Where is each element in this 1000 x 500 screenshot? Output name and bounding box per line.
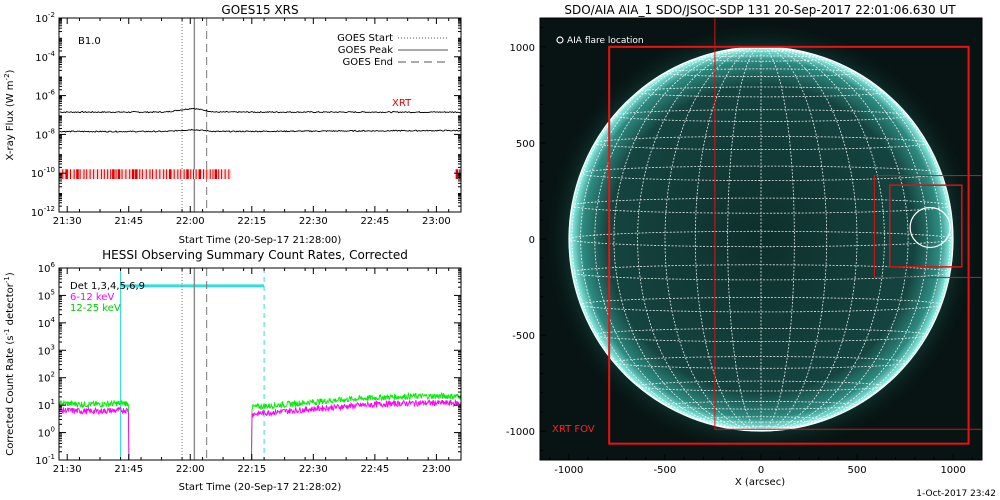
legend-6-12: 6-12 keV xyxy=(70,292,114,303)
aia-panel: SDO/AIA AIA_1 SDO/JSOC-SDP 131 20-Sep-20… xyxy=(506,3,996,499)
aia-x-axis-label: X (arcsec) xyxy=(735,477,785,488)
goes-x-tick-label: 21:30 xyxy=(53,216,82,227)
aia-x-tick-label: 500 xyxy=(848,465,867,476)
hessi-x-tick-label: 22:30 xyxy=(299,464,328,475)
hessi-x-tick-label: 22:00 xyxy=(176,464,205,475)
goes-y-tick-label: 10-2 xyxy=(35,11,55,25)
longitude-line xyxy=(760,46,828,432)
goes-legend: GOES Start GOES Peak GOES End xyxy=(337,33,448,68)
aia-title: SDO/AIA AIA_1 SDO/JSOC-SDP 131 20-Sep-20… xyxy=(564,3,956,17)
aia-x-tick-label: -1000 xyxy=(554,465,583,476)
longitude-line xyxy=(664,46,762,432)
hessi-legend: Det 1,3,4,5,6,9 6-12 keV 12-25 keV xyxy=(70,281,145,314)
outer-flare-box xyxy=(873,175,982,278)
flare-location-circle xyxy=(909,206,951,249)
aia-y-tick-label: 500 xyxy=(516,139,535,150)
goes-x-tick-label: 22:15 xyxy=(237,216,266,227)
flare-legend-symbol xyxy=(556,36,564,44)
aia-y-tick-label: -1000 xyxy=(506,427,535,438)
hessi-y-tick-label: 103 xyxy=(38,343,55,357)
hessi-x-axis-label: Start Time (20-Sep-17 21:28:02) xyxy=(179,482,342,493)
goes-x-axis-label: Start Time (20-Sep-17 21:28:00) xyxy=(179,235,342,246)
goes-x-tick-label: 22:45 xyxy=(360,216,389,227)
goes-y-axis-label: X-ray Flux (W m-2) xyxy=(3,69,16,160)
longitude-line xyxy=(594,46,762,432)
hessi-panel: HESSI Observing Summary Count Rates, Cor… xyxy=(3,248,462,493)
longitude-line xyxy=(760,46,795,432)
goes-x-tick-label: 22:30 xyxy=(299,216,328,227)
goes-flux-series xyxy=(59,107,461,114)
hessi-x-tick-label: 23:00 xyxy=(422,464,451,475)
hessi-x-tick-label: 22:15 xyxy=(237,464,266,475)
aia-x-tick-label: 1000 xyxy=(940,465,965,476)
legend-goes-end: GOES End xyxy=(343,57,393,68)
inner-flare-box xyxy=(889,184,963,268)
hessi-y-tick-label: 102 xyxy=(38,371,55,385)
hessi-y-tick-label: 106 xyxy=(38,261,56,275)
sun-disk xyxy=(569,47,953,431)
hessi-x-tick-label: 21:30 xyxy=(53,464,82,475)
hessi-x-tick-label: 22:45 xyxy=(360,464,389,475)
legend-det: Det 1,3,4,5,6,9 xyxy=(70,281,145,292)
longitude-line xyxy=(760,46,909,432)
aia-x-tick-label: 0 xyxy=(758,465,764,476)
flare-legend-label: AIA flare location xyxy=(567,36,644,46)
longitude-line xyxy=(694,46,762,432)
hessi-title: HESSI Observing Summary Count Rates, Cor… xyxy=(102,248,408,262)
longitude-line xyxy=(760,46,951,432)
legend-goes-start: GOES Start xyxy=(337,33,393,44)
longitude-line xyxy=(760,46,885,432)
hessi-12-25-series xyxy=(59,391,461,460)
xrt-obs-band xyxy=(59,169,232,180)
goes-y-tick-label: 10-10 xyxy=(31,166,55,180)
legend-goes-peak: GOES Peak xyxy=(338,45,393,56)
goes-y-tick-label: 10-12 xyxy=(31,205,55,219)
aia-y-tick-label: 1000 xyxy=(510,43,535,54)
goes-y-tick-label: 10-4 xyxy=(35,50,55,64)
footer-date: 1-Oct-2017 23:42 xyxy=(916,489,996,499)
hessi-y-tick-label: 100 xyxy=(38,426,55,440)
goes-panel: GOES15 XRS 21:30 21:45 22:00 22:15 22:30 22:4… xyxy=(3,3,462,246)
longitude-line xyxy=(760,46,858,432)
hessi-y-tick-label: 104 xyxy=(38,316,56,330)
hessi-y-axis-label: Corrected Count Rate (s-1 detector-1) xyxy=(3,272,16,456)
longitude-line xyxy=(760,46,928,432)
hessi-plot-frame xyxy=(58,267,462,461)
goes-flux-series xyxy=(59,128,461,133)
legend-12-25: 12-25 keV xyxy=(70,303,121,314)
goes-xrt-label: XRT xyxy=(392,98,412,109)
goes-title: GOES15 XRS xyxy=(221,3,298,17)
goes-y-tick-label: 10-8 xyxy=(35,127,55,141)
aia-y-tick-label: -500 xyxy=(512,331,535,342)
goes-x-tick-label: 23:00 xyxy=(422,216,451,227)
goes-x-tick-label: 22:00 xyxy=(176,216,205,227)
hessi-y-tick-label: 105 xyxy=(38,288,55,302)
hessi-6-12-series xyxy=(59,398,461,460)
hessi-y-tick-label: 101 xyxy=(38,398,55,412)
goes-y-tick-label: 10-6 xyxy=(35,89,55,103)
longitude-line xyxy=(637,46,762,432)
xrt-fov-box xyxy=(608,45,970,445)
hessi-x-tick-label: 21:45 xyxy=(114,464,143,475)
longitude-line xyxy=(613,46,762,432)
xrt-fov-label: XRT FOV xyxy=(552,424,595,435)
longitude-line xyxy=(760,46,942,432)
hessi-y-tick-label: 10-1 xyxy=(35,453,55,467)
goes-plot-frame xyxy=(58,17,462,213)
aia-x-tick-label: -500 xyxy=(654,465,677,476)
goes-x-tick-label: 21:45 xyxy=(114,216,143,227)
longitude-line xyxy=(580,46,762,432)
aia-y-tick-label: 0 xyxy=(529,235,535,246)
goes-class-label: B1.0 xyxy=(78,36,101,47)
longitude-line xyxy=(727,46,762,432)
longitude-line xyxy=(571,46,762,432)
